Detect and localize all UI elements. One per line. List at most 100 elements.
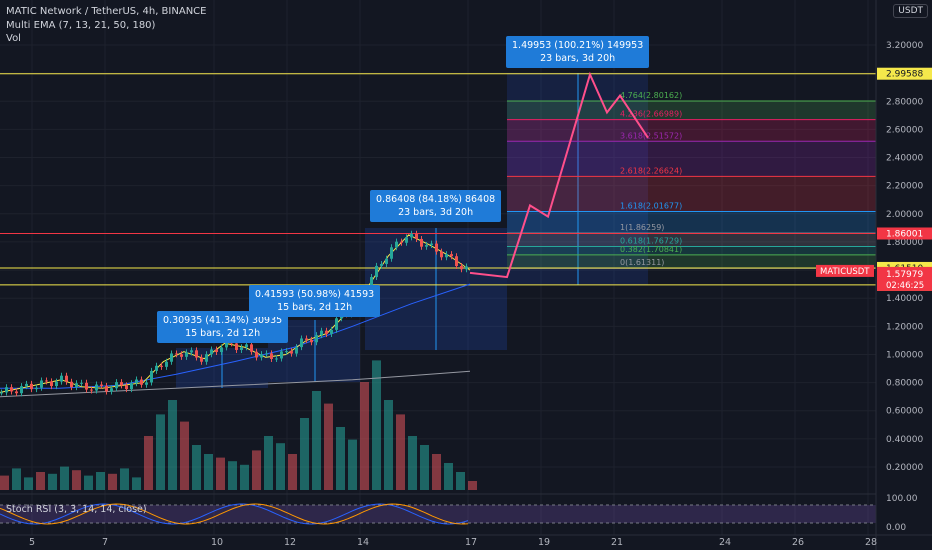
measure-3-bars: 23 bars, 3d 20h xyxy=(398,207,474,218)
fib-label: 0.382(1.70841) xyxy=(620,245,682,254)
candle xyxy=(165,361,168,367)
price-label: 2.99588 xyxy=(886,70,923,80)
volume-bar xyxy=(252,450,261,490)
measure-4-bars: 23 bars, 3d 20h xyxy=(540,53,616,64)
price-tick: 1.40000 xyxy=(886,294,923,304)
time-tick: 17 xyxy=(465,537,477,548)
measure-3-value: 0.86408 (84.18%) 86408 xyxy=(376,194,496,205)
fib-label: 4.764(2.80162) xyxy=(620,91,682,100)
candle xyxy=(220,347,223,353)
price-axis: 3.200003.000002.800002.600002.400002.200… xyxy=(816,0,932,550)
price-tick: 0.20000 xyxy=(886,463,923,473)
candle xyxy=(190,350,193,353)
candle xyxy=(120,382,123,386)
projection xyxy=(469,71,649,279)
candle xyxy=(260,354,263,358)
time-tick: 28 xyxy=(865,537,877,548)
volume-bar xyxy=(324,403,333,490)
volume-bar xyxy=(180,421,189,490)
candle xyxy=(10,387,13,392)
volume-bar xyxy=(192,445,201,490)
candle xyxy=(395,241,398,248)
price-tick: 0.60000 xyxy=(886,407,923,417)
volume-bar xyxy=(0,475,9,490)
price-tick: 2.00000 xyxy=(886,210,923,220)
candle xyxy=(290,351,293,354)
time-tick: 14 xyxy=(357,537,369,548)
candle xyxy=(80,382,83,384)
time-tick: 12 xyxy=(284,537,296,548)
volume-bar xyxy=(336,427,345,490)
candle xyxy=(460,266,463,270)
volume-bar xyxy=(312,391,321,490)
volume-bar xyxy=(132,477,141,490)
candle xyxy=(445,254,448,258)
candle xyxy=(225,339,228,348)
price-tick: 3.20000 xyxy=(886,41,923,51)
fib-zone xyxy=(507,233,876,247)
volume-bar xyxy=(348,439,357,490)
stoch-tick: 0.00 xyxy=(886,523,906,533)
stoch-legend: Stoch RSI (3, 3, 14, 14, close) xyxy=(6,504,147,515)
volume-bar xyxy=(12,468,21,490)
volume-bar xyxy=(84,475,93,490)
candle xyxy=(285,351,288,353)
symbol-title: MATIC Network / TetherUS, 4h, BINANCE xyxy=(6,6,207,17)
fib-zone xyxy=(507,246,876,255)
volume-bar xyxy=(108,473,117,490)
candle xyxy=(405,237,408,243)
candle xyxy=(430,243,433,246)
fib-label: 3.618(2.51572) xyxy=(620,131,682,140)
projection-line xyxy=(469,71,649,279)
last-price: 1.57979 xyxy=(886,270,923,280)
candle xyxy=(5,387,8,393)
fib-label: 0(1.61311) xyxy=(620,258,664,267)
candle xyxy=(45,380,48,382)
price-tick: 1.20000 xyxy=(886,322,923,332)
candle xyxy=(145,382,148,385)
candle xyxy=(440,251,443,258)
candle xyxy=(330,329,333,334)
last-price-bg xyxy=(877,266,932,291)
volume-bar xyxy=(276,443,285,490)
measure-box-4: 1.49953 (100.21%) 149953 23 bars, 3d 20h xyxy=(506,36,650,68)
price-tick: 0.80000 xyxy=(886,379,923,389)
candle xyxy=(150,370,153,383)
volume-bar xyxy=(24,477,33,490)
stoch-rsi-pane: Stoch RSI (3, 3, 14, 14, close) xyxy=(0,493,932,525)
volume-bar xyxy=(240,464,249,490)
volume-bar xyxy=(72,470,81,490)
measure-1-value: 0.30935 (41.34%) 30935 xyxy=(163,315,283,326)
horizontal-lines xyxy=(0,73,876,286)
candle xyxy=(215,349,218,353)
measure-box-3: 0.86408 (84.18%) 86408 23 bars, 3d 20h xyxy=(370,190,502,222)
candle xyxy=(90,389,93,391)
candle xyxy=(175,353,178,355)
candle xyxy=(115,382,118,389)
candle xyxy=(35,387,38,390)
candle xyxy=(125,385,128,390)
price-tick: 1.80000 xyxy=(886,238,923,248)
candle xyxy=(390,247,393,259)
time-axis: 5 7 10 12 14 17 19 21 24 26 28 xyxy=(0,534,932,548)
candle xyxy=(420,238,423,247)
candle xyxy=(210,349,213,355)
time-tick: 21 xyxy=(611,537,623,548)
ema-legend: Multi EMA (7, 13, 21, 50, 180) xyxy=(6,20,156,31)
measure-2-value: 0.41593 (50.98%) 41593 xyxy=(255,289,375,300)
candle xyxy=(335,318,338,330)
candle xyxy=(270,353,273,359)
candle xyxy=(0,392,3,394)
candle xyxy=(160,365,163,367)
fib-zone xyxy=(507,176,876,212)
candle xyxy=(135,379,138,384)
candle xyxy=(155,365,158,371)
candle xyxy=(110,388,113,392)
price-tick: 0.40000 xyxy=(886,435,923,445)
currency-badge[interactable]: USDT xyxy=(893,4,928,18)
price-tick: 2.60000 xyxy=(886,125,923,135)
candle xyxy=(415,233,418,239)
candle xyxy=(235,343,238,350)
